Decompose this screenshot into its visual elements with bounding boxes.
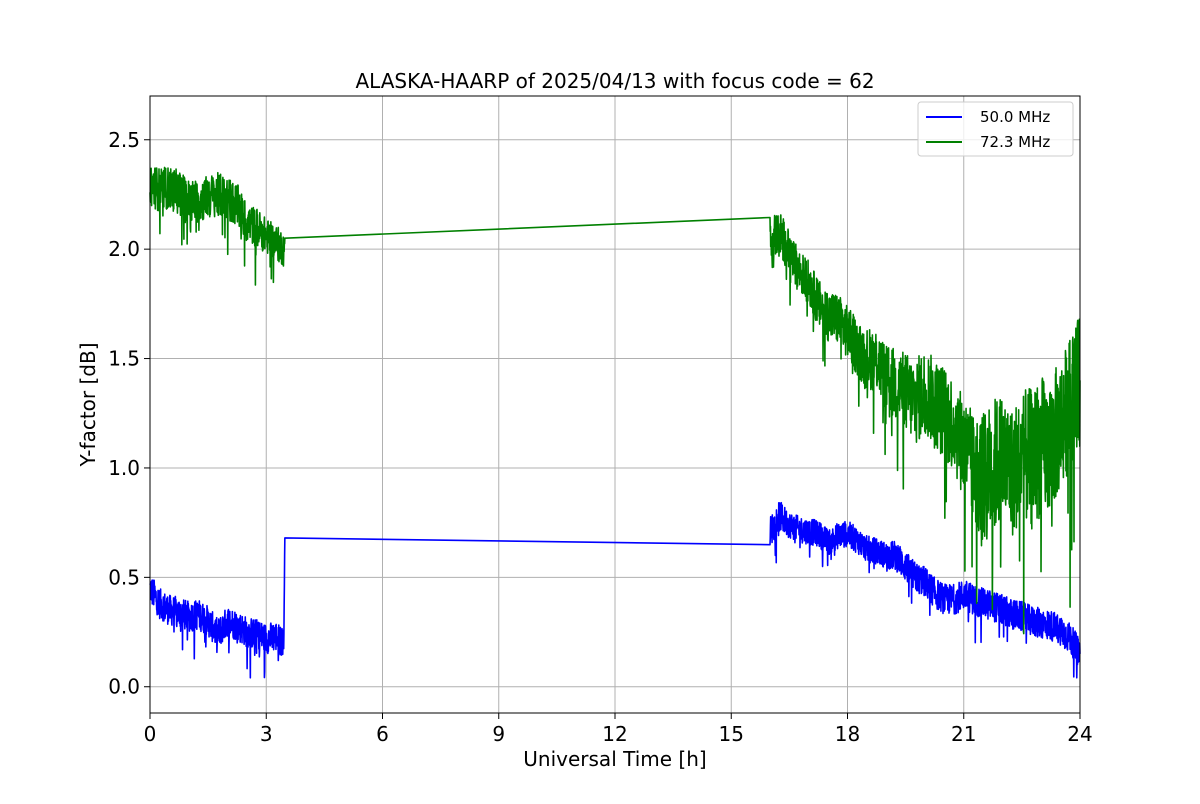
y-tick-label: 1.5 xyxy=(108,347,140,371)
legend-label-72mhz: 72.3 MHz xyxy=(980,133,1050,151)
x-tick-label: 6 xyxy=(376,722,389,746)
y-axis: 0.0 0.5 1.0 1.5 2.0 2.5 xyxy=(108,128,150,699)
y-tick-label: 0.0 xyxy=(108,675,140,699)
legend-label-50mhz: 50.0 MHz xyxy=(980,108,1050,126)
series-layer xyxy=(149,166,1081,679)
x-tick-label: 24 xyxy=(1067,722,1092,746)
y-tick-label: 0.5 xyxy=(108,565,140,589)
x-axis: 0 3 6 9 12 15 18 21 24 xyxy=(144,713,1093,746)
x-tick-label: 21 xyxy=(951,722,976,746)
x-tick-label: 9 xyxy=(492,722,505,746)
x-tick-label: 3 xyxy=(260,722,273,746)
y-tick-label: 1.0 xyxy=(108,456,140,480)
x-tick-label: 15 xyxy=(719,722,744,746)
legend: 50.0 MHz 72.3 MHz xyxy=(917,101,1074,157)
y-tick-label: 2.0 xyxy=(108,237,140,261)
series-line-72-3-mhz xyxy=(149,166,1081,635)
x-axis-label: Universal Time [h] xyxy=(523,747,706,771)
y-axis-label: Y-factor [dB] xyxy=(76,342,100,467)
x-tick-label: 0 xyxy=(144,722,157,746)
x-tick-label: 12 xyxy=(602,722,627,746)
x-tick-label: 18 xyxy=(835,722,860,746)
y-tick-label: 2.5 xyxy=(108,128,140,152)
series-line-50-0-mhz xyxy=(149,501,1081,679)
chart-title: ALASKA-HAARP of 2025/04/13 with focus co… xyxy=(355,69,874,93)
